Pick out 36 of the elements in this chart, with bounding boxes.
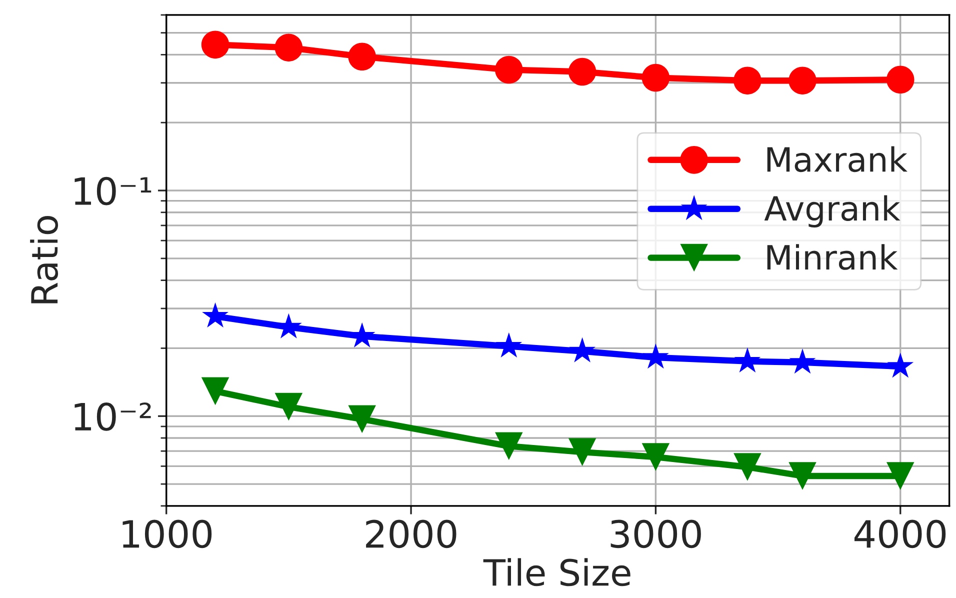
legend-label: Maxrank [767, 146, 908, 172]
point [568, 58, 596, 86]
point [495, 56, 523, 84]
point [274, 392, 303, 421]
y-tick-label: 10⁻² [74, 402, 151, 431]
x-tick-label: 1000 [122, 520, 212, 548]
y-axis-title: Ratio [30, 216, 58, 304]
point [789, 348, 816, 374]
point [201, 30, 230, 59]
point [642, 344, 669, 369]
point [887, 352, 914, 378]
point [201, 377, 230, 406]
point [348, 42, 376, 71]
point [202, 302, 228, 328]
point [348, 405, 376, 433]
x-tick-label: 4000 [854, 520, 946, 548]
point [642, 443, 670, 471]
point [569, 337, 596, 362]
point [568, 438, 596, 466]
point [886, 462, 914, 490]
point [886, 66, 914, 94]
legend-label: Minrank [767, 244, 898, 270]
point [496, 332, 522, 358]
y-tick-label: 10⁻¹ [74, 176, 152, 206]
point [734, 347, 761, 373]
x-tick-label: 2000 [366, 520, 456, 548]
x-axis-title: Tile Size [483, 558, 630, 586]
point [788, 66, 816, 94]
point [274, 34, 303, 62]
point [734, 453, 762, 481]
legend-label: Avgrank [764, 195, 900, 228]
point [734, 66, 762, 94]
x-tick-label: 3000 [610, 520, 701, 548]
point [495, 432, 523, 460]
point [788, 462, 816, 490]
point [642, 64, 670, 92]
